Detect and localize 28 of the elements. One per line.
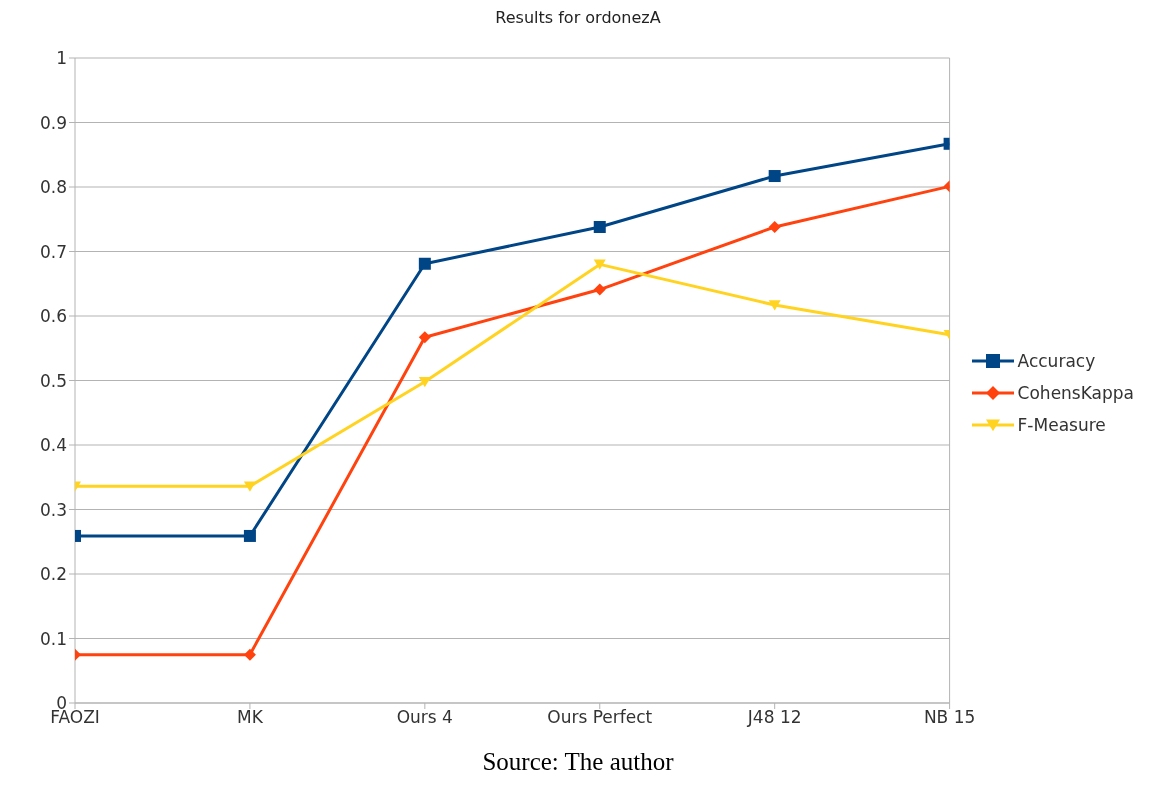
point [593, 283, 606, 296]
y-tick-label: 0.8 [39, 177, 67, 198]
point [593, 220, 606, 233]
y-tick-label: 0.9 [39, 112, 67, 133]
point [593, 259, 606, 270]
y-tick-label: 0.2 [39, 564, 67, 585]
point [418, 331, 431, 344]
chart-title: Results for ordonezA [494, 8, 662, 29]
y-tick-label: 0.4 [39, 435, 67, 456]
y-tick-label: 0.5 [39, 370, 67, 391]
x-tick-label: J48 12 [746, 707, 802, 728]
y-tick-label: 0.6 [39, 306, 67, 327]
source-note: Source: The author [481, 748, 675, 776]
y-tick-label: 0.1 [39, 628, 67, 649]
legend-label: Accuracy [1017, 351, 1096, 371]
x-tick-label: NB 15 [923, 707, 976, 728]
y-tick-label: 1 [56, 48, 67, 69]
y-tick-label: 0.3 [39, 499, 67, 520]
x-tick-label: MK [237, 707, 264, 728]
point [418, 257, 431, 270]
x-tick-label: Ours 4 [396, 707, 453, 728]
point [768, 300, 781, 311]
point [768, 170, 781, 183]
point [768, 220, 781, 233]
legend-label: CohensKappa [1017, 383, 1134, 403]
y-tick-label: 0.7 [39, 241, 67, 262]
x-tick-label: Ours Perfect [547, 707, 653, 728]
legend-label: F-Measure [1017, 415, 1106, 435]
